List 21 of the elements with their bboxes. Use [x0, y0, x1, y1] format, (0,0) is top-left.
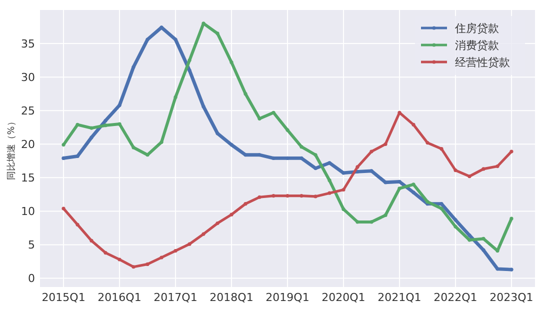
- x-tick-label: 2022Q1: [434, 291, 478, 304]
- x-tick-label: 2019Q1: [266, 291, 310, 304]
- legend-label: 消费贷款: [455, 38, 499, 52]
- legend-label: 住房贷款: [455, 22, 499, 35]
- y-tick-label: 25: [21, 104, 35, 118]
- x-tick-label: 2017Q1: [154, 291, 198, 304]
- legend-label: 经营性贷款: [455, 56, 510, 69]
- x-tick-label: 2021Q1: [378, 291, 422, 304]
- y-tick-label: 30: [21, 70, 35, 84]
- y-tick-label: 10: [21, 205, 35, 218]
- y-tick-label: 0: [28, 272, 35, 286]
- x-tick-label: 2015Q1: [42, 291, 86, 304]
- y-tick-label: 5: [28, 238, 35, 252]
- x-tick-label: 2016Q1: [98, 291, 142, 304]
- x-tick-label: 2018Q1: [210, 291, 254, 304]
- x-tick-label: 2023Q1: [490, 291, 534, 304]
- y-tick-label: 15: [21, 172, 35, 185]
- y-tick-label: 35: [21, 37, 35, 50]
- y-tick-label: 20: [21, 138, 35, 151]
- x-tick-label: 2020Q1: [322, 291, 366, 304]
- y-axis-title: 同比增速（%）: [6, 117, 17, 180]
